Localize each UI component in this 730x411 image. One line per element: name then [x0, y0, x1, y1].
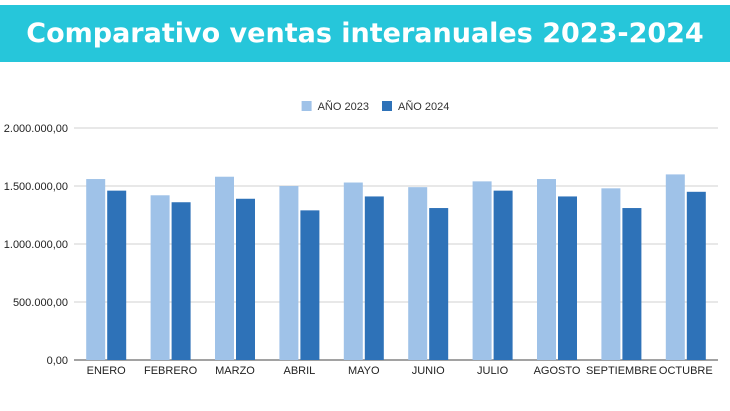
bar-ano-2023: [537, 179, 556, 360]
category-label: SEPTIEMBRE: [586, 365, 657, 377]
bar-ano-2023: [472, 181, 492, 360]
y-tick-label: 1.500.000,00: [4, 181, 68, 193]
legend-swatch: [301, 101, 312, 111]
bar-ano-2023: [86, 179, 106, 360]
bar-ano-2023: [279, 186, 299, 360]
y-tick-label: 1.000.000,00: [4, 239, 68, 251]
bar-ano-2024: [429, 208, 449, 360]
category-label: ENERO: [87, 365, 127, 377]
bar-ano-2024: [493, 190, 513, 360]
category-label: FEBRERO: [144, 365, 198, 377]
y-tick-label: 500.000,00: [13, 297, 68, 309]
category-label: AGOSTO: [534, 365, 581, 377]
y-tick-label: 0,00: [47, 355, 68, 367]
category-label: JUNIO: [412, 365, 445, 377]
title-banner: Comparativo ventas interanuales 2023-202…: [0, 5, 730, 62]
bar-ano-2024: [558, 196, 577, 360]
legend-label: AÑO 2023: [318, 100, 369, 113]
bar-ano-2023: [665, 174, 685, 360]
category-label: OCTUBRE: [659, 365, 713, 377]
bar-ano-2024: [622, 208, 642, 360]
category-label: MAYO: [348, 365, 380, 377]
bar-ano-2024: [236, 198, 255, 360]
legend-swatch: [382, 101, 392, 111]
category-label: ABRIL: [284, 365, 316, 377]
category-label: MARZO: [215, 365, 255, 377]
bar-ano-2024: [686, 191, 706, 360]
bar-ano-2023: [215, 176, 234, 360]
bar-ano-2024: [107, 190, 127, 360]
bar-ano-2023: [601, 188, 621, 360]
legend-label: AÑO 2024: [398, 100, 449, 113]
bar-ano-2023: [408, 187, 428, 360]
page-title: Comparativo ventas interanuales 2023-202…: [26, 18, 704, 49]
bar-ano-2024: [171, 202, 191, 360]
category-label: JULIO: [477, 365, 509, 377]
bar-ano-2023: [150, 195, 170, 360]
bar-ano-2024: [364, 196, 384, 360]
y-tick-label: 2.000.000,00: [4, 123, 68, 135]
bar-ano-2023: [343, 182, 363, 360]
bar-ano-2024: [300, 210, 320, 360]
